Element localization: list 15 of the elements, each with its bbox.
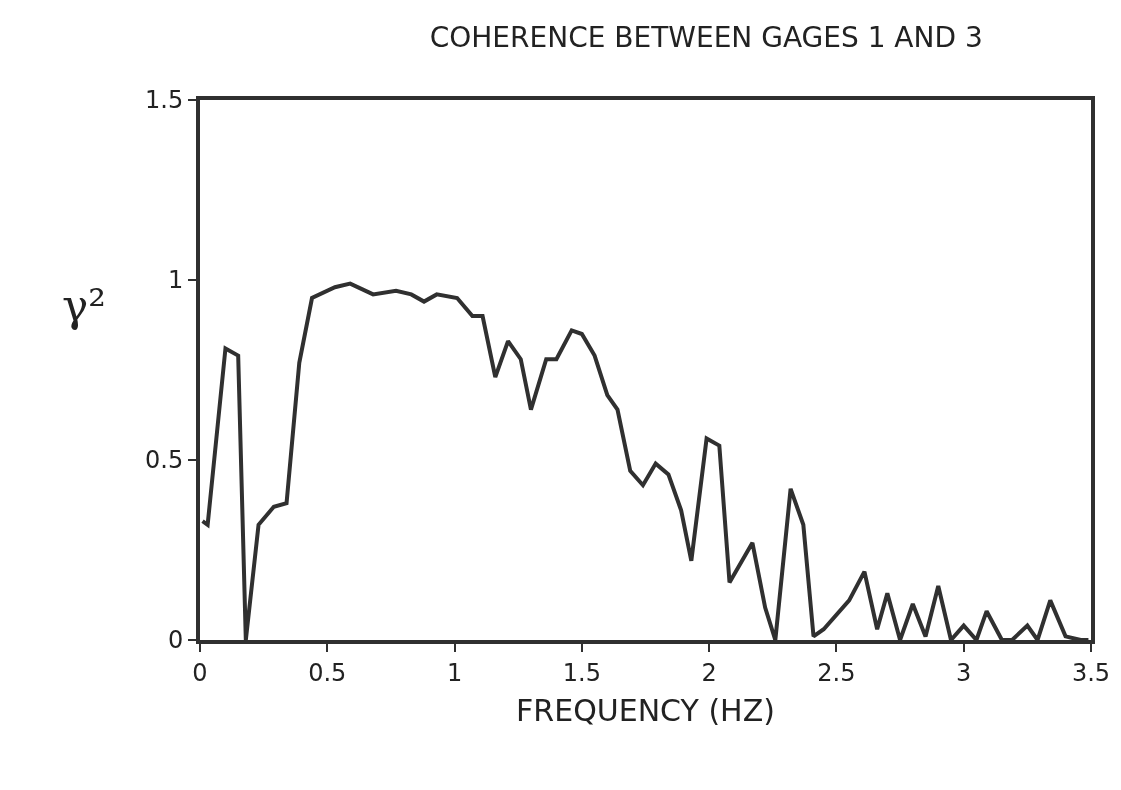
x-tick-label: 2.5 — [817, 658, 856, 687]
x-tick-label: 0.5 — [308, 658, 347, 687]
y-axis-title: γ² — [62, 280, 106, 331]
x-tick-label: 3 — [956, 658, 972, 687]
chart-title: COHERENCE BETWEEN GAGES 1 AND 3 — [429, 21, 983, 55]
x-tick-label: 1 — [446, 658, 463, 687]
y-tick-label: 0 — [167, 626, 184, 655]
x-tick-label: 1.5 — [562, 658, 601, 687]
x-tick-label: 2 — [701, 658, 717, 687]
x-axis-title: FREQUENCY (HZ) — [516, 692, 775, 728]
x-tick-label: 3.5 — [1071, 658, 1111, 687]
y-tick-label: 1 — [167, 266, 184, 295]
y-tick-label: 0.5 — [145, 446, 184, 475]
y-tick-label: 1.5 — [145, 86, 184, 115]
x-tick-label: 0 — [192, 658, 208, 687]
